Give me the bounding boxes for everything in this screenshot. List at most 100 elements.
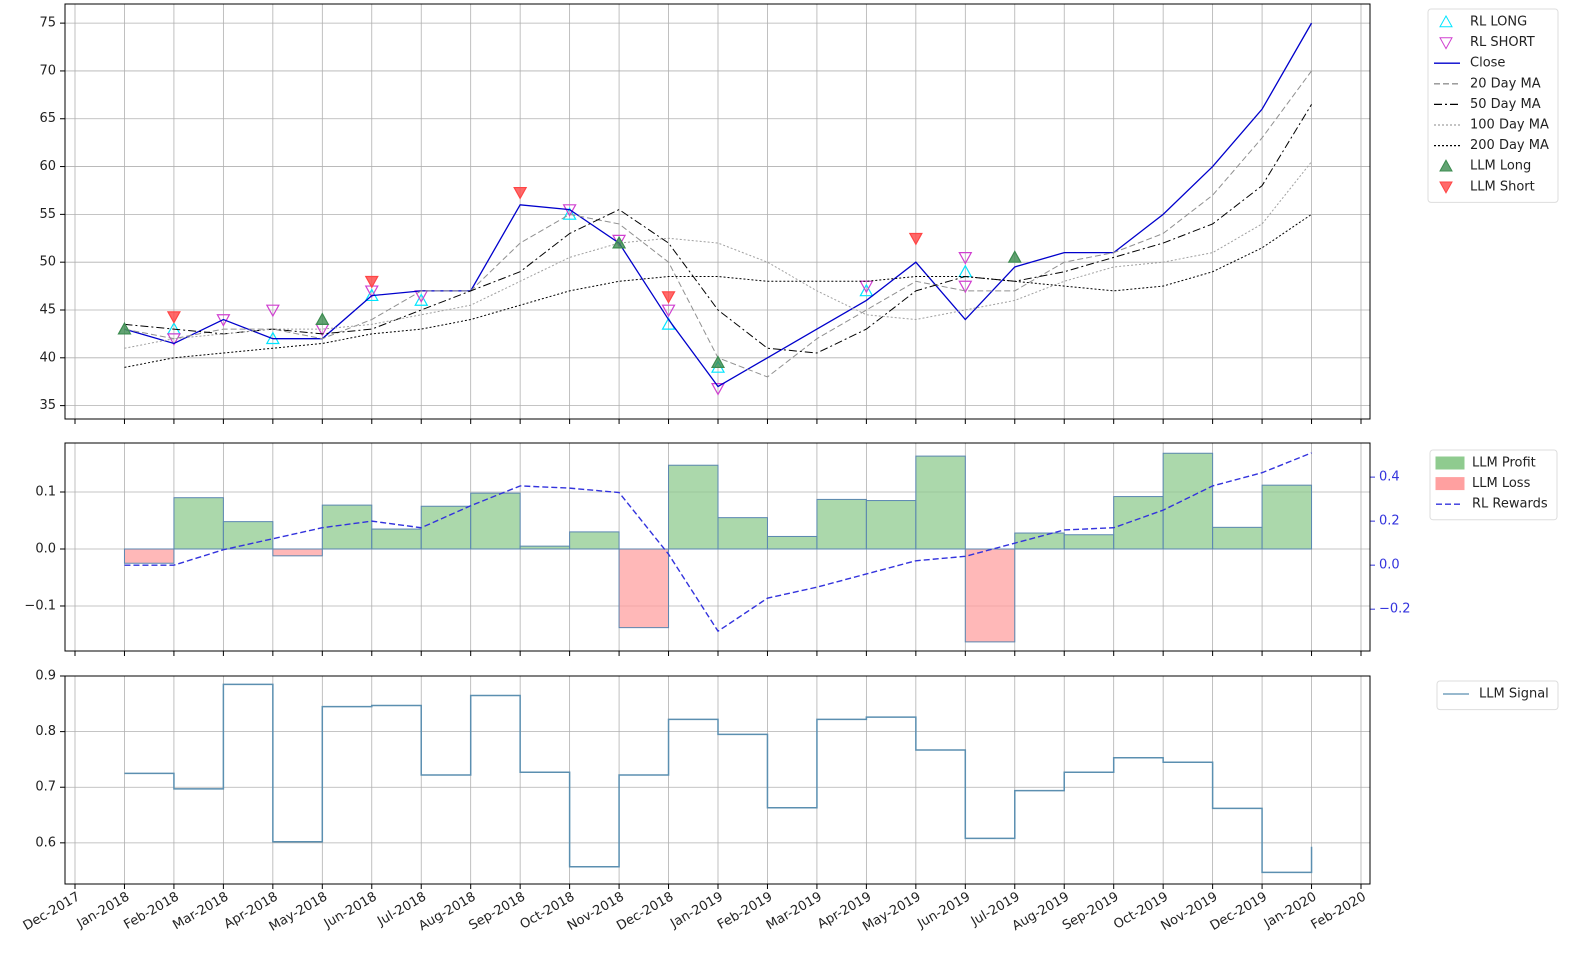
- legend-label: LLM Signal: [1479, 687, 1549, 702]
- legend-label: RL SHORT: [1470, 35, 1535, 50]
- bar: [915, 455, 966, 550]
- legend-label: LLM Profit: [1472, 456, 1536, 471]
- x-tick-label: Sep-2019: [1060, 890, 1121, 934]
- legend-label: 20 Day MA: [1470, 76, 1541, 91]
- marker: [859, 280, 874, 294]
- bar: [569, 531, 620, 550]
- marker: [166, 333, 181, 346]
- legend-label: LLM Long: [1470, 159, 1531, 174]
- legend-label: Close: [1470, 56, 1505, 71]
- y-tick-label: 0.9: [35, 669, 56, 684]
- x-tick-label: Dec-2018: [614, 890, 676, 934]
- x-tick-label: Jan-2018: [74, 890, 132, 932]
- axes-frame: [64, 675, 1371, 885]
- y-tick-label: 60: [39, 159, 56, 174]
- y-tick-label: 0.0: [35, 541, 56, 556]
- x-tick-label: Jun-2019: [914, 890, 973, 933]
- x-tick-label: Mar-2018: [170, 890, 231, 934]
- legend-box: [1436, 680, 1559, 711]
- marker: [612, 235, 627, 249]
- x-tick-label: Feb-2018: [122, 890, 182, 933]
- marker: [908, 232, 923, 246]
- x-tick-label: Jun-2018: [321, 890, 380, 933]
- axes-frame: [64, 3, 1371, 420]
- legend-marker: [1439, 159, 1453, 172]
- x-tick-label: Feb-2019: [715, 890, 775, 933]
- y2-tick-label: −0.2: [1379, 602, 1411, 617]
- bar: [173, 497, 224, 550]
- legend-label: 50 Day MA: [1470, 97, 1541, 112]
- legend-patch: [1435, 477, 1465, 491]
- bar: [1261, 484, 1313, 550]
- x-tick-label: Mar-2019: [764, 890, 825, 934]
- y-tick-label: 55: [39, 207, 56, 222]
- bar: [420, 505, 472, 550]
- y-tick-label: 0.8: [35, 724, 56, 739]
- bar: [1212, 526, 1263, 550]
- bar: [865, 500, 917, 550]
- bar: [519, 545, 571, 550]
- y-tick-label: 35: [39, 398, 56, 413]
- x-tick-label: Sep-2018: [466, 890, 527, 934]
- bar: [766, 535, 818, 550]
- marker: [414, 293, 429, 306]
- y-tick-label: 0.1: [35, 485, 56, 500]
- bar: [1162, 452, 1214, 550]
- y-tick-label: 65: [39, 111, 56, 126]
- marker: [265, 304, 280, 318]
- y2-tick-label: 0.0: [1379, 558, 1400, 573]
- bar: [816, 498, 867, 550]
- line: [124, 104, 1312, 354]
- x-tick-label: Dec-2019: [1208, 890, 1270, 934]
- legend-marker: [1439, 181, 1453, 194]
- y-tick-label: 0.6: [35, 835, 56, 850]
- marker: [315, 312, 330, 325]
- marker: [958, 280, 973, 294]
- marker: [562, 204, 577, 217]
- bar: [272, 548, 323, 557]
- bar: [1113, 496, 1164, 550]
- x-tick-label: Feb-2020: [1309, 890, 1369, 933]
- y2-tick-label: 0.4: [1379, 470, 1400, 485]
- legend-label: RL LONG: [1470, 15, 1527, 30]
- marker: [117, 321, 132, 335]
- y-tick-label: 50: [39, 255, 56, 270]
- marker: [710, 355, 726, 368]
- marker: [166, 311, 181, 324]
- x-tick-label: Aug-2019: [1010, 890, 1072, 935]
- marker: [661, 291, 676, 304]
- legend-marker: [1439, 37, 1453, 50]
- x-tick-label: Jan-2020: [1261, 890, 1319, 932]
- y-tick-label: 0.7: [35, 780, 56, 795]
- bar: [470, 492, 521, 550]
- marker: [513, 186, 528, 200]
- legend-label: LLM Loss: [1472, 476, 1531, 491]
- legend-label: RL Rewards: [1472, 497, 1548, 512]
- legend-box: [1427, 8, 1559, 203]
- legend-label: LLM Short: [1470, 179, 1535, 194]
- marker: [562, 207, 577, 220]
- legend-label: 200 Day MA: [1470, 138, 1549, 153]
- y-tick-label: 40: [39, 350, 56, 365]
- line: [124, 452, 1312, 633]
- bar: [717, 517, 768, 550]
- marker: [1007, 250, 1022, 263]
- axes-frame: [64, 442, 1371, 652]
- bar: [964, 548, 1016, 643]
- legend-label: 100 Day MA: [1470, 118, 1549, 133]
- bar: [618, 548, 670, 629]
- y-tick-label: 70: [39, 63, 56, 78]
- y2-tick-label: 0.2: [1379, 514, 1400, 529]
- x-tick-label: Dec-2017: [21, 890, 83, 934]
- y-tick-label: 75: [39, 16, 56, 31]
- y-tick-label: −0.1: [24, 598, 56, 613]
- marker: [710, 383, 726, 396]
- x-tick-label: Aug-2018: [416, 890, 478, 935]
- marker: [364, 275, 379, 289]
- x-tick-label: Jan-2019: [667, 890, 725, 932]
- bar: [668, 464, 719, 550]
- bar: [1063, 534, 1115, 550]
- legend-patch: [1435, 456, 1465, 470]
- bar: [123, 548, 175, 564]
